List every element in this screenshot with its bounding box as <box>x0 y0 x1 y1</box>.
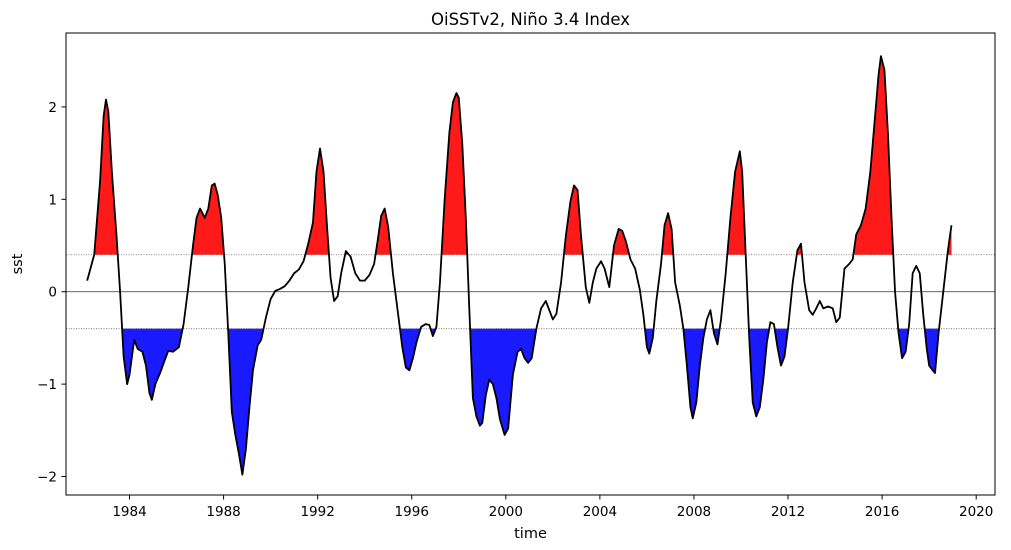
x-tick-label: 1988 <box>206 504 240 520</box>
reference-lines <box>66 254 995 330</box>
y-axis-ticks: −2 −1 0 1 2 <box>37 100 66 486</box>
el-nino-fill <box>727 151 746 255</box>
index-series <box>86 55 953 476</box>
el-nino-fill <box>853 56 894 255</box>
la-nina-fill <box>898 328 909 359</box>
la-nina-fill <box>470 328 537 435</box>
x-tick-label: 1996 <box>395 504 429 520</box>
el-nino-fill <box>661 213 674 255</box>
x-tick-label: 1992 <box>300 504 334 520</box>
chart-title: OiSSTv2, Niño 3.4 Index <box>431 10 630 29</box>
x-tick-label: 1984 <box>112 504 146 520</box>
la-nina-fill <box>748 328 770 417</box>
y-tick-label: 2 <box>48 100 57 116</box>
x-tick-label: 2000 <box>489 504 523 520</box>
plot-frame <box>65 32 996 496</box>
x-tick-label: 2020 <box>959 504 993 520</box>
x-axis-label: time <box>514 526 547 542</box>
el-nino-fill <box>191 183 225 255</box>
el-nino-fill <box>94 99 118 255</box>
index-line <box>86 55 953 476</box>
x-tick-label: 2016 <box>865 504 899 520</box>
y-tick-label: 0 <box>48 285 57 301</box>
y-tick-label: −2 <box>37 470 57 486</box>
y-axis-label: sst <box>10 253 26 274</box>
el-nino-fill <box>375 208 392 255</box>
la-nina-fill <box>683 328 706 419</box>
x-tick-label: 2004 <box>583 504 617 520</box>
y-tick-label: −1 <box>37 377 57 393</box>
la-nina-fill <box>713 328 720 345</box>
x-axis-ticks: 1984 1988 1992 1996 2000 2004 2008 2012 2016 2020 <box>112 495 993 520</box>
x-tick-label: 2008 <box>677 504 711 520</box>
y-tick-label: 1 <box>48 192 57 208</box>
la-nina-fill <box>774 328 789 366</box>
x-tick-label: 2012 <box>771 504 805 520</box>
anomaly-fills <box>94 56 952 475</box>
la-nina-fill <box>228 328 264 475</box>
